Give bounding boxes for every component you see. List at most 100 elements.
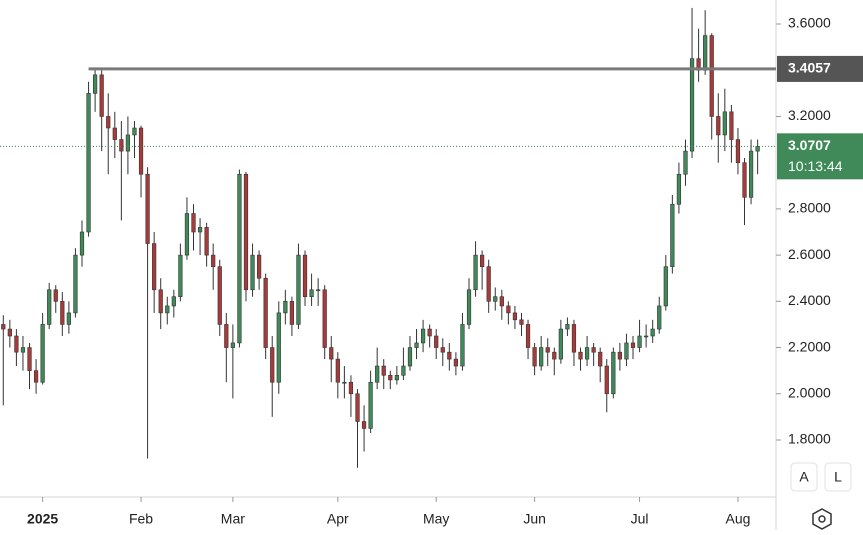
scale-button[interactable]	[790, 462, 818, 492]
candle-body	[86, 93, 91, 233]
candle-body	[145, 173, 150, 244]
candle-body	[571, 324, 577, 353]
candle-body	[644, 335, 649, 338]
candle-body	[283, 301, 288, 314]
candle-body	[158, 289, 163, 314]
candle-body	[519, 319, 524, 325]
candle-body	[1, 324, 6, 330]
candle-body	[493, 296, 498, 302]
x-tick-label: Jul	[631, 511, 649, 527]
candle-body	[237, 173, 242, 344]
candle-body	[565, 324, 570, 330]
candle-body	[263, 277, 268, 348]
candle-body	[525, 324, 531, 348]
y-tick-label: 3.6000	[788, 15, 831, 31]
candle-body	[617, 351, 622, 360]
x-tick-label: Feb	[129, 511, 153, 527]
candle-body	[60, 301, 65, 325]
candle-body	[230, 342, 235, 348]
candle-body	[499, 296, 504, 307]
candle-body	[250, 254, 255, 291]
candle-body	[93, 74, 98, 94]
hline-label: 3.4057	[788, 60, 831, 76]
candle-body	[329, 347, 334, 360]
candle-body	[637, 335, 642, 348]
y-tick-label: 2.2000	[788, 338, 831, 354]
candle-body	[611, 351, 616, 395]
candle-body	[545, 347, 550, 353]
candle-body	[407, 347, 413, 367]
candle-body	[480, 254, 485, 267]
candle-body	[473, 254, 478, 291]
candle-body	[191, 213, 196, 233]
y-tick-label: 2.8000	[788, 200, 831, 216]
candle-body	[47, 289, 52, 325]
candle-body	[171, 296, 176, 307]
scale-button-label[interactable]: A	[799, 469, 809, 485]
candle-body	[14, 335, 19, 353]
candle-body	[447, 351, 452, 360]
candle-body	[591, 347, 596, 353]
candle-body	[211, 254, 216, 267]
candle-body	[106, 116, 111, 129]
candle-body	[197, 227, 203, 233]
candle-body	[394, 374, 399, 381]
candle-body	[427, 328, 432, 337]
candle-body	[735, 139, 741, 163]
candle-body	[184, 213, 190, 256]
candle-body	[650, 328, 655, 337]
candle-body	[420, 328, 426, 344]
candle-body	[7, 328, 12, 337]
candle-body	[355, 393, 360, 422]
candle-body	[453, 358, 458, 367]
candle-body	[112, 127, 117, 140]
candle-body	[598, 351, 603, 367]
settings-hex	[812, 508, 832, 530]
y-tick-label: 2.0000	[788, 384, 831, 400]
candle-body	[703, 35, 708, 71]
candle-body	[165, 305, 170, 314]
candle-body	[375, 365, 380, 383]
candle-body	[539, 347, 544, 367]
candle-body	[342, 381, 347, 384]
candle-body	[335, 358, 340, 383]
candles	[1, 7, 760, 468]
candle-body	[558, 328, 563, 360]
candle-body	[302, 254, 308, 298]
candle-body	[66, 312, 71, 325]
candle-body	[348, 381, 354, 395]
candle-body	[512, 312, 518, 321]
candle-body	[152, 243, 157, 291]
y-tick-label: 3.2000	[788, 107, 831, 123]
candle-body	[381, 365, 386, 376]
last-price-box	[777, 133, 863, 180]
scale-button[interactable]	[824, 462, 852, 492]
candle-body	[689, 58, 695, 152]
last-price-label: 3.0707	[788, 137, 831, 153]
candle-body	[748, 150, 754, 198]
candle-body	[466, 289, 472, 325]
candle-body	[742, 162, 747, 198]
candle-body	[257, 254, 262, 279]
x-tick-label: 2025	[27, 511, 58, 527]
candle-body	[73, 254, 78, 314]
scale-button-label[interactable]: L	[834, 469, 842, 485]
candle-body	[657, 305, 662, 330]
candle-body	[440, 347, 445, 353]
candle-body	[460, 324, 465, 367]
candle-body	[755, 146, 760, 152]
settings-icon[interactable]	[812, 508, 832, 530]
candle-body	[79, 231, 85, 256]
candle-body	[716, 116, 721, 136]
candle-body	[296, 254, 301, 325]
candle-body	[434, 335, 439, 348]
y-tick-label: 2.6000	[788, 246, 831, 262]
candle-body	[119, 139, 124, 152]
candle-body	[322, 289, 327, 348]
candle-body	[506, 305, 511, 314]
candle-body	[532, 347, 537, 367]
x-tick-label: Aug	[725, 511, 750, 527]
candle-body	[624, 342, 629, 360]
